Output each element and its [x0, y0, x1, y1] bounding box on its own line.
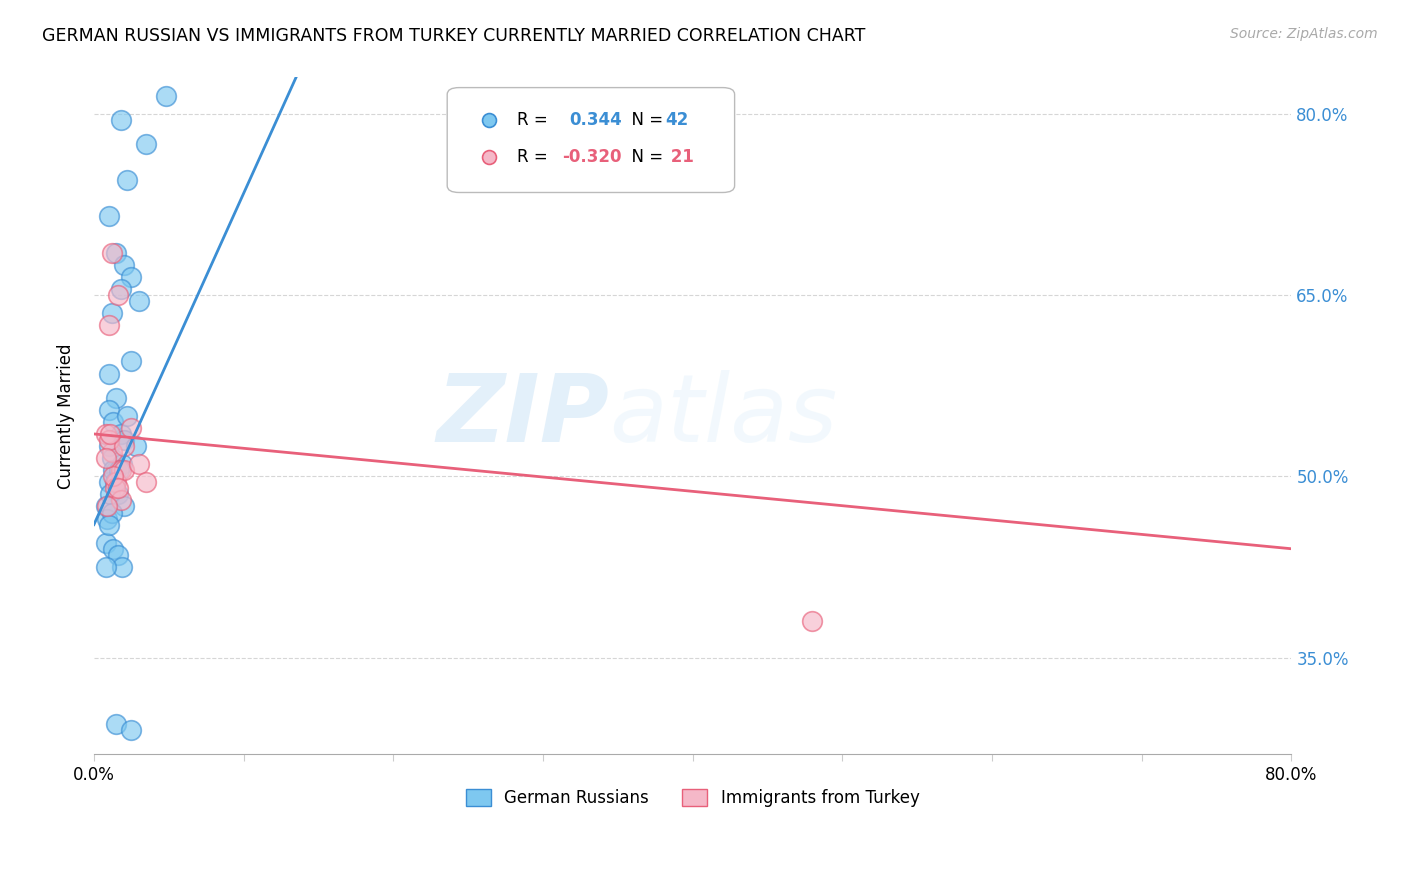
Point: [107, 288, 129, 302]
Point: [111, 457, 134, 471]
Point: [97, 433, 120, 447]
Point: [120, 354, 142, 368]
Point: [103, 415, 125, 429]
Point: [115, 409, 138, 423]
Text: 21: 21: [665, 148, 695, 166]
Point: [101, 245, 124, 260]
Point: [105, 391, 128, 405]
Point: [96, 511, 118, 525]
Point: [110, 463, 132, 477]
Point: [97, 439, 120, 453]
Point: [128, 457, 150, 471]
Text: N =: N =: [621, 112, 668, 129]
Point: [120, 421, 142, 435]
Point: [120, 269, 142, 284]
Point: [112, 500, 135, 514]
Point: [101, 445, 124, 459]
Text: -0.320: -0.320: [562, 148, 621, 166]
Point: [155, 88, 177, 103]
Point: [94, 560, 117, 574]
Point: [801, 614, 824, 628]
Point: [100, 487, 122, 501]
Point: [105, 463, 128, 477]
Point: [103, 541, 125, 556]
Text: N =: N =: [621, 148, 668, 166]
Point: [101, 306, 124, 320]
Text: GERMAN RUSSIAN VS IMMIGRANTS FROM TURKEY CURRENTLY MARRIED CORRELATION CHART: GERMAN RUSSIAN VS IMMIGRANTS FROM TURKEY…: [42, 27, 866, 45]
Point: [105, 475, 128, 490]
Point: [101, 506, 124, 520]
Point: [112, 463, 135, 477]
Text: R =: R =: [516, 148, 553, 166]
Point: [96, 500, 118, 514]
Point: [94, 426, 117, 441]
Point: [107, 548, 129, 562]
Point: [110, 282, 132, 296]
Text: 42: 42: [665, 112, 689, 129]
Point: [120, 723, 142, 737]
Point: [135, 136, 157, 151]
FancyBboxPatch shape: [447, 87, 734, 193]
Point: [105, 717, 128, 731]
Y-axis label: Currently Married: Currently Married: [58, 343, 75, 489]
Legend: German Russians, Immigrants from Turkey: German Russians, Immigrants from Turkey: [460, 782, 927, 814]
Point: [112, 433, 135, 447]
Point: [125, 439, 148, 453]
Point: [111, 560, 134, 574]
Point: [128, 293, 150, 308]
Point: [97, 402, 120, 417]
Text: atlas: atlas: [609, 370, 837, 461]
Text: ZIP: ZIP: [436, 370, 609, 462]
Point: [103, 469, 125, 483]
Text: Source: ZipAtlas.com: Source: ZipAtlas.com: [1230, 27, 1378, 41]
Point: [112, 439, 135, 453]
Point: [107, 487, 129, 501]
Point: [97, 318, 120, 333]
Point: [104, 481, 127, 495]
Point: [135, 475, 157, 490]
Point: [94, 451, 117, 466]
Point: [94, 535, 117, 549]
Point: [97, 367, 120, 381]
Point: [112, 258, 135, 272]
Point: [97, 517, 120, 532]
Point: [108, 463, 131, 477]
Point: [115, 173, 138, 187]
Point: [94, 500, 117, 514]
Point: [107, 481, 129, 495]
Point: [97, 210, 120, 224]
Text: 0.344: 0.344: [569, 112, 621, 129]
Point: [104, 475, 127, 490]
Point: [110, 112, 132, 127]
Point: [97, 475, 120, 490]
Point: [105, 245, 128, 260]
Point: [103, 463, 125, 477]
Point: [100, 426, 122, 441]
Text: R =: R =: [516, 112, 558, 129]
Point: [110, 493, 132, 508]
Point: [101, 451, 124, 466]
Point: [110, 426, 132, 441]
